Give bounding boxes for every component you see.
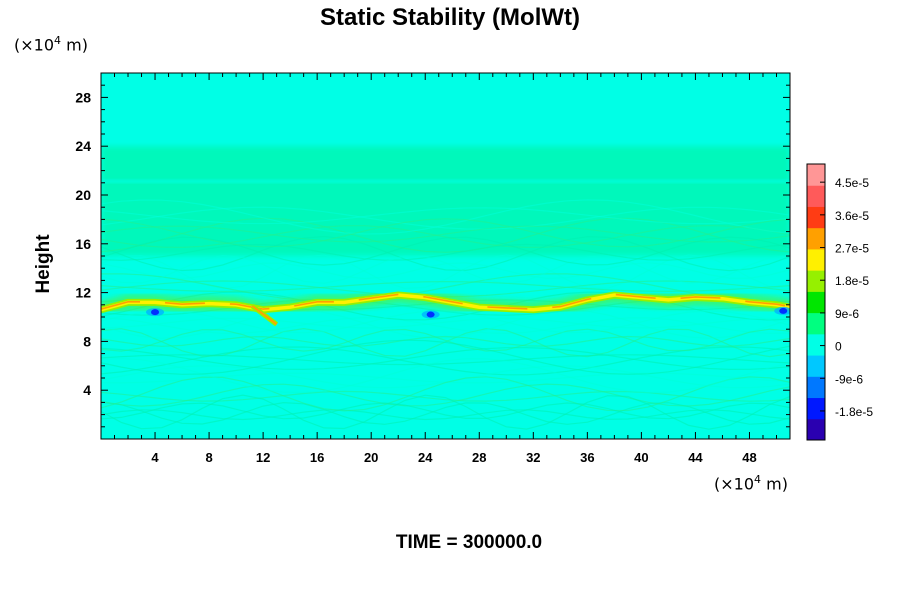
x-tick-label: 20 xyxy=(364,450,378,465)
chart-title: Static Stability (MolWt) xyxy=(320,4,580,31)
x-tick-label: 28 xyxy=(472,450,486,465)
colorbar-swatch xyxy=(807,312,825,335)
field-streak xyxy=(101,206,790,230)
colorbar-label: 4.5e-5 xyxy=(835,176,869,190)
field-streak xyxy=(101,262,790,280)
negative-spot-core xyxy=(779,307,788,314)
colorbar-swatch xyxy=(807,248,825,271)
y-tick-label: 28 xyxy=(75,89,91,105)
colorbar-swatch xyxy=(807,227,825,250)
field-streak xyxy=(101,207,790,225)
field-streak xyxy=(101,328,790,352)
field-streak xyxy=(101,235,790,272)
band-slant-core xyxy=(251,305,278,326)
field-streak xyxy=(101,317,790,329)
colorbar-swatch xyxy=(807,185,825,207)
colorbar-label: 2.7e-5 xyxy=(835,242,869,256)
x-tick-label: 32 xyxy=(526,450,540,465)
colorbar-swatch xyxy=(807,333,825,356)
y-tick-label: 4 xyxy=(83,382,91,398)
field-streak xyxy=(101,224,790,249)
field-streak xyxy=(101,236,790,266)
colorbar-label: -9e-6 xyxy=(835,372,863,386)
field-streak xyxy=(101,383,790,407)
colorbar-label: 9e-6 xyxy=(835,307,859,321)
field-stripe xyxy=(101,179,790,184)
x-tick-label: 40 xyxy=(634,450,648,465)
colorbar-swatch xyxy=(807,355,825,377)
x-tick-label: 24 xyxy=(418,450,433,465)
x-tick-label: 8 xyxy=(205,450,212,465)
colorbar-swatch xyxy=(807,206,825,229)
colorbar-swatch xyxy=(807,291,825,314)
field-streak xyxy=(101,254,790,285)
time-label: TIME = 300000.0 xyxy=(395,532,543,553)
field-streak xyxy=(101,402,790,420)
field-streak xyxy=(101,316,790,335)
field-streak xyxy=(101,225,790,243)
colorbar-frame xyxy=(806,163,826,441)
negative-spot-core xyxy=(426,311,435,318)
colorbar-label: -1.8e-5 xyxy=(835,405,873,419)
field-streak xyxy=(101,339,790,375)
colorbar-label: 3.6e-5 xyxy=(835,209,869,223)
y-tick-label: 24 xyxy=(75,138,91,154)
field-streak xyxy=(101,390,790,402)
colorbar-swatch xyxy=(807,397,825,420)
y-tick-label: 8 xyxy=(83,333,91,349)
y-axis-unit: (×104 m) xyxy=(14,34,88,55)
y-tick-label: 20 xyxy=(75,187,91,203)
field-streak xyxy=(101,357,790,394)
x-tick-label: 36 xyxy=(580,450,594,465)
y-tick-label: 12 xyxy=(75,285,91,301)
x-tick-label: 16 xyxy=(310,450,324,465)
colorbar-label: 1.8e-5 xyxy=(835,274,869,288)
field-streak xyxy=(101,335,790,347)
x-tick-label: 12 xyxy=(256,450,270,465)
field-streak xyxy=(101,346,790,371)
field-streak xyxy=(101,401,790,425)
plot-area xyxy=(101,73,790,439)
colorbar-swatch xyxy=(807,376,825,399)
colorbar: 4.5e-5 3.6e-5 2.7e-5 1.8e-5 9e-6 0 -9e-6 -1.8e-… xyxy=(806,163,873,441)
field-streak xyxy=(101,310,790,334)
field-streak xyxy=(101,354,790,366)
colorbar-swatch xyxy=(807,164,825,186)
colorbar-label: 0 xyxy=(835,340,842,354)
negative-spot-core xyxy=(151,309,160,316)
colorbar-swatch xyxy=(807,270,825,292)
field-streak xyxy=(101,243,790,261)
y-tick-label: 16 xyxy=(75,236,91,252)
x-tick-label: 44 xyxy=(688,450,703,465)
field-streak xyxy=(101,273,790,303)
x-tick-label: 4 xyxy=(151,450,159,465)
field-streak xyxy=(101,199,790,235)
x-axis-unit: (×104 m) xyxy=(714,473,788,494)
field-streak xyxy=(101,394,790,430)
band-peak xyxy=(101,293,790,310)
field-streak xyxy=(101,218,790,248)
field-streak xyxy=(101,217,790,253)
field-streak xyxy=(101,409,790,421)
x-tick-label: 48 xyxy=(742,450,756,465)
y-axis-label: Height xyxy=(33,234,54,294)
colorbar-swatch xyxy=(807,418,825,441)
